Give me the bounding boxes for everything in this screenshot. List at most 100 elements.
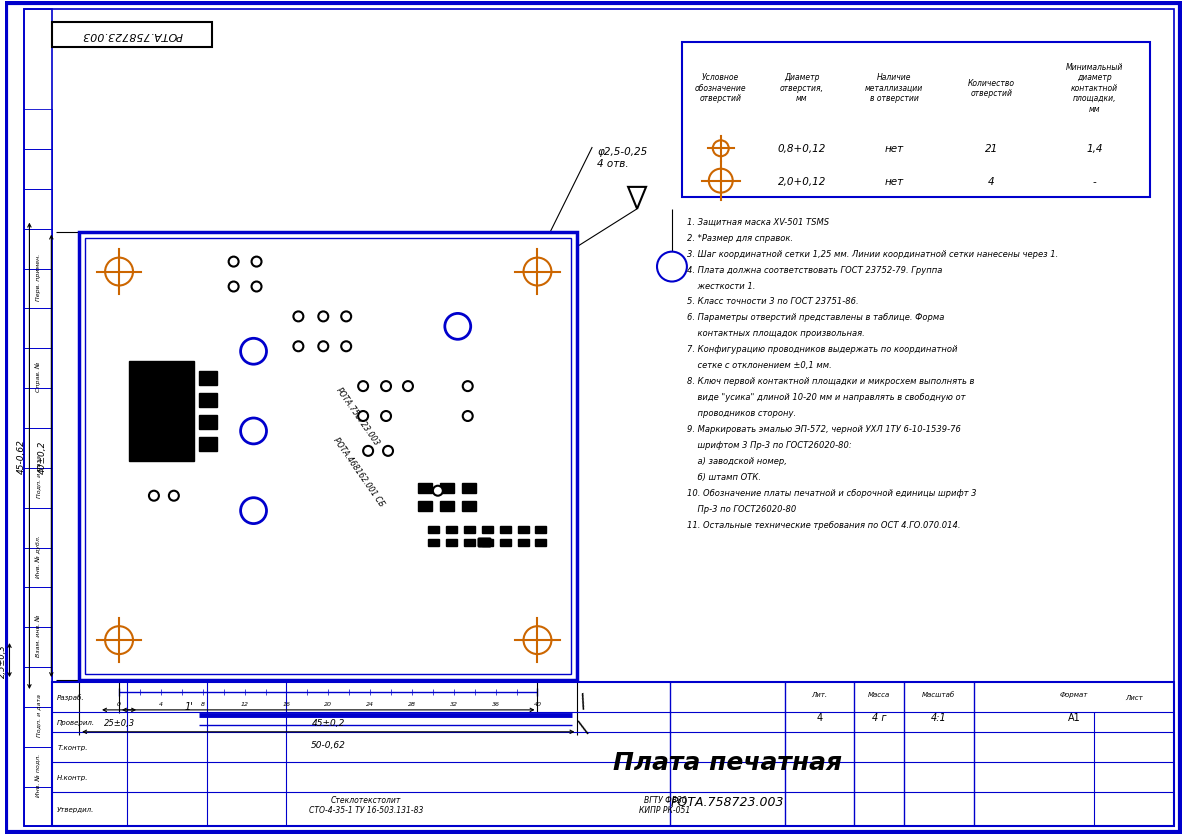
Text: сетке с отклонением ±0,1 мм.: сетке с отклонением ±0,1 мм.	[687, 361, 832, 370]
Bar	[199, 437, 216, 451]
Text: 11. Остальные технические требования по ОСТ 4.ГО.070.014.: 11. Остальные технические требования по …	[687, 520, 961, 529]
Bar	[25, 468, 52, 508]
Circle shape	[358, 411, 368, 421]
Bar	[463, 539, 475, 546]
Bar	[25, 389, 52, 428]
Circle shape	[381, 382, 391, 391]
Bar	[25, 150, 52, 190]
Text: 4: 4	[988, 176, 994, 186]
Text: 5. Класс точности 3 по ГОСТ 23751-86.: 5. Класс точности 3 по ГОСТ 23751-86.	[687, 297, 858, 306]
Bar	[25, 428, 52, 468]
Bar	[418, 483, 431, 493]
Text: РОТА.758723.003: РОТА.758723.003	[82, 30, 182, 40]
Circle shape	[241, 419, 266, 445]
Text: ВГТУ ФВ30
КИПР РК-051: ВГТУ ФВ30 КИПР РК-051	[639, 795, 690, 814]
Text: 40±0,2: 40±0,2	[38, 440, 47, 473]
Text: 4: 4	[158, 701, 163, 706]
Bar	[478, 538, 489, 546]
Bar	[428, 539, 439, 546]
Text: 0: 0	[117, 701, 121, 706]
Bar	[25, 349, 52, 389]
Bar	[79, 232, 577, 681]
Circle shape	[358, 382, 368, 391]
Text: Разраб.: Разраб.	[57, 694, 85, 701]
Text: 9a: 9a	[632, 193, 642, 202]
Text: 2,5±0,3: 2,5±0,3	[0, 644, 6, 677]
Text: 40: 40	[533, 701, 541, 706]
Text: 1,4: 1,4	[1086, 144, 1103, 154]
Text: шрифтом 3 Пр-3 по ГОСТ26020-80:: шрифтом 3 Пр-3 по ГОСТ26020-80:	[687, 441, 852, 450]
Bar	[199, 415, 216, 430]
Text: Минимальный
диаметр
контактной
площадки,
мм: Минимальный диаметр контактной площадки,…	[1066, 63, 1123, 114]
Text: проводников сторону.: проводников сторону.	[687, 409, 795, 417]
Bar	[199, 394, 216, 408]
Bar	[463, 526, 475, 533]
Text: Формат: Формат	[1060, 691, 1089, 697]
Circle shape	[293, 312, 304, 322]
Text: РОТА.468162.001 СБ: РОТА.468162.001 СБ	[331, 435, 385, 507]
Bar	[482, 539, 493, 546]
Text: 21: 21	[985, 144, 998, 154]
Bar	[535, 539, 546, 546]
Text: Масса: Масса	[868, 691, 890, 697]
Circle shape	[228, 257, 239, 268]
Text: 50-0,62: 50-0,62	[311, 740, 345, 749]
Circle shape	[241, 498, 266, 524]
Bar	[500, 539, 511, 546]
Circle shape	[241, 339, 266, 364]
Text: Условное
обозначение
отверстий: Условное обозначение отверстий	[695, 74, 747, 103]
Circle shape	[228, 283, 239, 292]
Circle shape	[657, 252, 687, 283]
Text: Плата печатная: Плата печатная	[612, 750, 842, 774]
Bar	[446, 539, 456, 546]
Text: 4: 4	[817, 712, 823, 722]
Text: 9. Маркировать эмалью ЭП-572, черной УХЛ 1ТУ 6-10-1539-76: 9. Маркировать эмалью ЭП-572, черной УХЛ…	[687, 425, 961, 433]
Bar	[25, 190, 52, 229]
Text: нет: нет	[884, 144, 904, 154]
Bar	[440, 501, 454, 511]
Text: 28: 28	[408, 701, 416, 706]
Circle shape	[462, 382, 473, 391]
Text: Инв. № подл.: Инв. № подл.	[35, 753, 41, 797]
Bar	[25, 588, 52, 628]
Text: 36: 36	[492, 701, 500, 706]
Text: √Rz 40 (√): √Rz 40 (√)	[1058, 42, 1123, 55]
Text: Т.контр.: Т.контр.	[57, 744, 87, 750]
Text: 1': 1'	[184, 701, 194, 711]
Text: \: \	[577, 716, 590, 737]
Text: виде "усика" длиной 10-20 мм и направлять в свободную от: виде "усика" длиной 10-20 мм и направлят…	[687, 393, 966, 401]
Bar	[500, 526, 511, 533]
Text: 1. Защитная маска XV-501 TSMS: 1. Защитная маска XV-501 TSMS	[687, 217, 829, 227]
Text: жесткости 1.: жесткости 1.	[687, 281, 755, 290]
Bar	[478, 538, 489, 546]
Text: 12: 12	[241, 701, 248, 706]
Bar	[52, 682, 1174, 827]
Text: 25±0,3: 25±0,3	[104, 718, 135, 727]
Text: 16: 16	[282, 701, 291, 706]
Circle shape	[462, 411, 473, 421]
Text: 7. Конфигурацию проводников выдержать по координатной: 7. Конфигурацию проводников выдержать по…	[687, 345, 957, 354]
Text: 20: 20	[324, 701, 332, 706]
Bar	[428, 526, 439, 533]
Bar	[535, 526, 546, 533]
Circle shape	[318, 312, 329, 322]
Circle shape	[342, 312, 351, 322]
Text: Лит.: Лит.	[811, 691, 827, 697]
Bar	[478, 538, 489, 546]
Bar	[25, 110, 52, 150]
Bar	[129, 362, 194, 461]
Bar	[25, 628, 52, 667]
Bar	[25, 229, 52, 269]
Text: Проверил.: Проверил.	[57, 719, 96, 725]
Circle shape	[342, 342, 351, 352]
Circle shape	[149, 491, 158, 501]
Circle shape	[383, 446, 394, 456]
Text: 32: 32	[450, 701, 457, 706]
Text: Справ. №: Справ. №	[35, 361, 41, 392]
Text: контактных площадок произвольная.: контактных площадок произвольная.	[687, 329, 865, 338]
Bar	[25, 707, 52, 747]
Text: 3. Шаг координатной сетки 1,25 мм. Линии координатной сетки нанесены через 1.: 3. Шаг координатной сетки 1,25 мм. Линии…	[687, 249, 1058, 258]
Text: /: /	[577, 691, 590, 711]
Bar	[199, 372, 216, 385]
Text: РОТА.758723.003: РОТА.758723.003	[670, 795, 784, 808]
